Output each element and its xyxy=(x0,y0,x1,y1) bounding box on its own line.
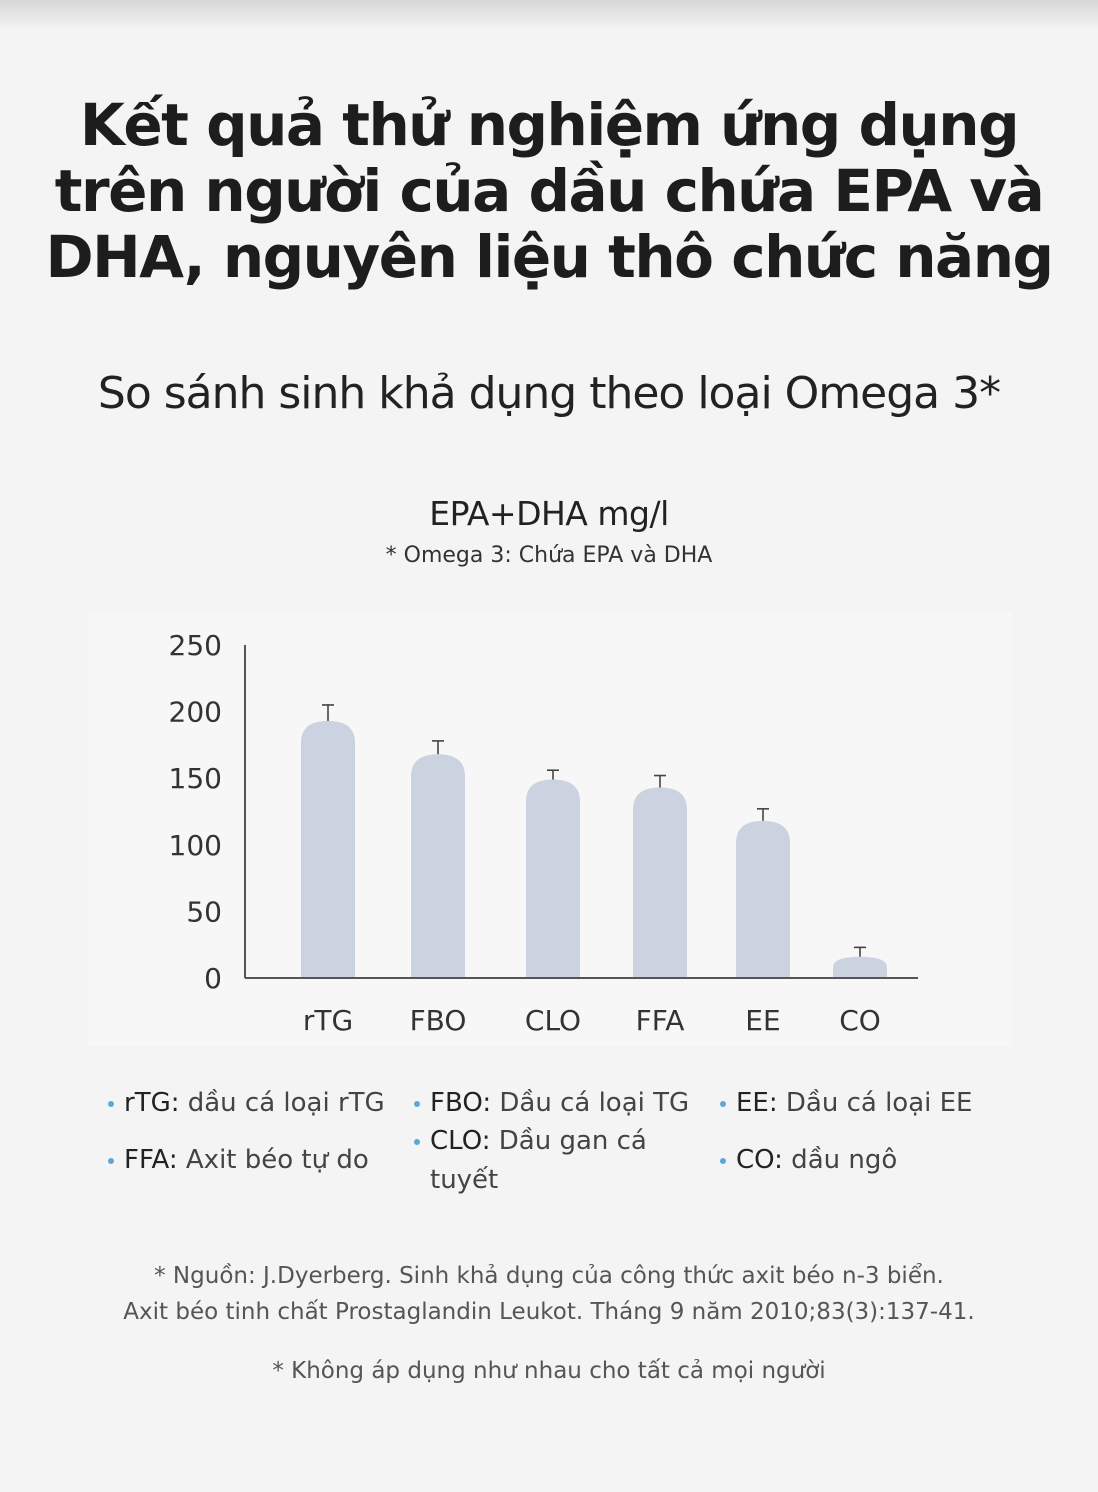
legend-key: rTG: xyxy=(124,1088,180,1118)
legend-desc: dầu cá loại rTG xyxy=(179,1088,385,1118)
chart-legend: rTG: dầu cá loại rTG FBO: Dầu cá loại TG… xyxy=(108,1084,1008,1214)
y-tick-label: 250 xyxy=(169,629,222,662)
x-tick-label: CLO xyxy=(525,1004,581,1037)
title-line-2: trên người của dầu chứa EPA và xyxy=(54,157,1045,225)
bullet-icon xyxy=(108,1101,114,1107)
legend-item-clo: CLO: Dầu gan cá tuyết xyxy=(414,1122,660,1200)
disclaimer: * Không áp dụng như nhau cho tất cả mọi … xyxy=(272,1358,826,1384)
y-tick-label: 50 xyxy=(186,895,222,928)
x-tick-label: CO xyxy=(839,1004,881,1037)
bar-rtg xyxy=(301,720,355,978)
chart-note: * Omega 3: Chứa EPA và DHA xyxy=(385,543,713,568)
legend-item-ee: EE: Dầu cá loại EE xyxy=(720,1084,1016,1123)
x-tick-label: EE xyxy=(745,1004,780,1037)
bar-ee xyxy=(736,820,790,978)
legend-desc: dầu ngô xyxy=(782,1145,898,1175)
chart-panel: 0 50 100 150 200 250 rTG FBO CLO FFA EE CO xyxy=(88,612,1012,1046)
bar-fbo xyxy=(411,754,465,978)
y-tick-label: 150 xyxy=(169,762,222,795)
legend-item-ffa: FFA: Axit béo tự do xyxy=(108,1141,404,1180)
x-tick-label: FBO xyxy=(410,1004,467,1037)
legend-key: CO: xyxy=(736,1145,783,1175)
legend-desc: Dầu gan cá tuyết xyxy=(430,1126,647,1195)
legend-item-fbo: FBO: Dầu cá loại TG xyxy=(414,1084,700,1123)
bar-co xyxy=(833,956,887,978)
page-title: Kết quả thử nghiệm ứng dụng trên người c… xyxy=(40,92,1058,290)
bar-chart: 0 50 100 150 200 250 rTG FBO CLO FFA EE CO xyxy=(169,629,918,1037)
legend-item-rtg: rTG: dầu cá loại rTG xyxy=(108,1084,404,1123)
bullet-icon xyxy=(108,1158,114,1164)
bar-ffa xyxy=(633,787,687,978)
y-tick-label: 100 xyxy=(169,829,222,862)
chart-heading: EPA+DHA mg/l xyxy=(429,494,669,533)
legend-desc: Axit béo tự do xyxy=(177,1145,369,1175)
bullet-icon xyxy=(414,1101,420,1107)
legend-item-co: CO: dầu ngô xyxy=(720,1141,1016,1180)
legend-desc: Dầu cá loại EE xyxy=(777,1088,973,1118)
y-tick-label: 0 xyxy=(204,962,222,995)
y-tick-label: 200 xyxy=(169,696,222,729)
legend-key: FBO: xyxy=(430,1088,492,1118)
legend-key: CLO: xyxy=(430,1126,491,1156)
bullet-icon xyxy=(720,1158,726,1164)
top-shadow-bar xyxy=(0,0,1098,30)
legend-key: EE: xyxy=(736,1088,778,1118)
legend-key: FFA: xyxy=(124,1145,178,1175)
bullet-icon xyxy=(720,1101,726,1107)
title-line-1: Kết quả thử nghiệm ứng dụng xyxy=(79,91,1020,159)
source-line-1: * Nguồn: J.Dyerberg. Sinh khả dụng của c… xyxy=(154,1263,944,1289)
x-tick-label: rTG xyxy=(303,1004,353,1037)
bullet-icon xyxy=(414,1139,420,1145)
bar-clo xyxy=(526,779,580,978)
title-line-3: DHA, nguyên liệu thô chức năng xyxy=(45,223,1054,291)
section-subtitle: So sánh sinh khả dụng theo loại Omega 3* xyxy=(97,368,1001,419)
legend-desc: Dầu cá loại TG xyxy=(491,1088,690,1118)
source-line-2: Axit béo tinh chất Prostaglandin Leukot.… xyxy=(123,1299,975,1325)
source-citation: * Nguồn: J.Dyerberg. Sinh khả dụng của c… xyxy=(0,1258,1098,1330)
x-tick-label: FFA xyxy=(636,1004,685,1037)
